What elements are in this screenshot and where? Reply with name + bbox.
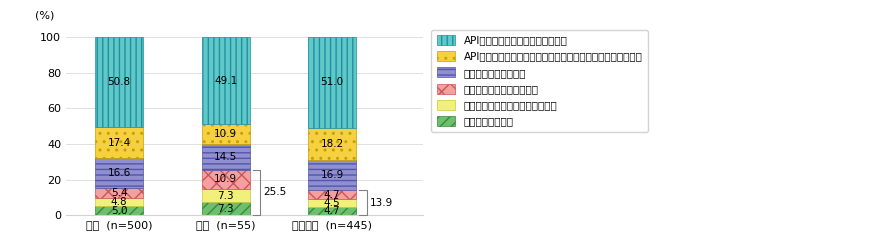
Bar	[202, 144, 250, 170]
Bar	[308, 160, 356, 190]
Legend: APIについて知らない、わからない, API化するような、自社で開発・運用しているサービスがない, 公開は予定していない, 公開について検討している, 今後公開: APIについて知らない、わからない, API化するような、自社で開発・運用してい…	[432, 29, 647, 132]
Y-axis label: (%): (%)	[35, 11, 54, 21]
Bar	[95, 198, 143, 206]
Bar	[308, 207, 356, 215]
Bar	[95, 206, 143, 215]
Bar	[202, 202, 250, 215]
Text: 4.7: 4.7	[324, 206, 340, 216]
Bar	[202, 189, 250, 202]
Text: 50.8: 50.8	[107, 77, 131, 87]
Text: 49.1: 49.1	[214, 76, 237, 86]
Bar	[95, 159, 143, 188]
Bar	[95, 188, 143, 198]
Text: 5.0: 5.0	[111, 206, 128, 216]
Text: 7.3: 7.3	[218, 191, 234, 201]
Text: 10.9: 10.9	[214, 129, 237, 139]
Text: 16.6: 16.6	[107, 168, 131, 178]
Text: 13.9: 13.9	[369, 198, 393, 208]
Bar	[202, 170, 250, 189]
Bar	[308, 199, 356, 207]
Text: 4.5: 4.5	[324, 198, 340, 208]
Bar	[308, 128, 356, 160]
Text: 4.8: 4.8	[111, 197, 128, 207]
Text: 16.9: 16.9	[321, 170, 344, 180]
Text: 4.7: 4.7	[324, 190, 340, 200]
Text: 17.4: 17.4	[107, 138, 131, 148]
Bar	[95, 37, 143, 127]
Text: 7.3: 7.3	[218, 204, 234, 214]
Bar	[308, 190, 356, 199]
Text: 18.2: 18.2	[321, 139, 344, 149]
Bar	[202, 124, 250, 144]
Text: 25.5: 25.5	[264, 187, 287, 197]
Text: 51.0: 51.0	[321, 77, 344, 87]
Bar	[202, 37, 250, 124]
Text: 10.9: 10.9	[214, 174, 237, 184]
Text: 5.4: 5.4	[111, 188, 128, 198]
Bar	[95, 127, 143, 159]
Text: 14.5: 14.5	[214, 152, 237, 162]
Bar	[308, 37, 356, 128]
